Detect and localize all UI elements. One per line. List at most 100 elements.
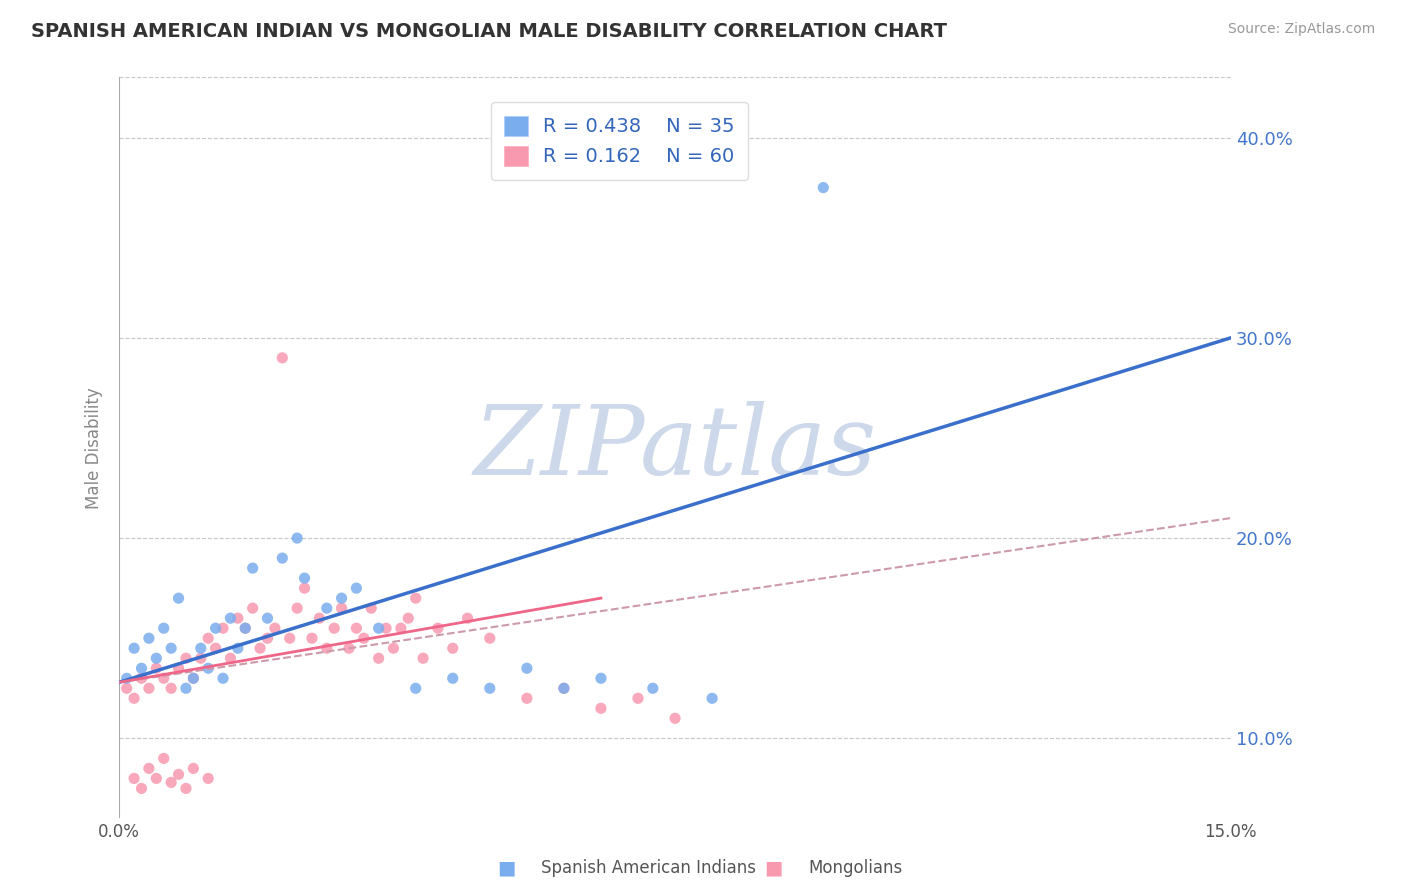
Point [183,761,205,775]
Point [131,781,153,796]
Point [589,671,612,685]
Point [285,601,308,615]
Point [152,751,174,765]
Point [152,621,174,635]
Point [122,691,145,706]
Text: ■: ■ [496,858,516,878]
Point [197,631,219,645]
Text: ■: ■ [763,858,783,878]
Point [664,711,686,725]
Point [278,631,301,645]
Point [627,691,650,706]
Point [367,621,389,635]
Point [115,671,138,685]
Text: Spanish American Indians: Spanish American Indians [541,859,756,877]
Point [405,591,427,606]
Point [516,661,538,675]
Point [212,671,235,685]
Point [145,661,167,675]
Point [426,621,449,635]
Point [138,681,160,696]
Point [160,775,183,789]
Point [152,671,174,685]
Point [353,631,375,645]
Point [219,651,242,665]
Point [271,351,294,365]
Point [516,691,538,706]
Point [294,571,316,585]
Point [226,611,249,625]
Point [337,641,360,656]
Point [226,641,249,656]
Point [160,641,183,656]
Point [249,641,271,656]
Text: Source: ZipAtlas.com: Source: ZipAtlas.com [1227,22,1375,37]
Point [167,767,190,781]
Point [233,621,256,635]
Point [145,651,167,665]
Point [405,681,427,696]
Point [131,661,153,675]
Text: Mongolians: Mongolians [808,859,903,877]
Point [204,621,226,635]
Point [174,651,197,665]
Y-axis label: Male Disability: Male Disability [86,387,103,508]
Point [301,631,323,645]
Point [396,611,419,625]
Point [122,641,145,656]
Point [145,772,167,786]
Point [478,631,501,645]
Point [167,591,190,606]
Point [553,681,575,696]
Point [138,761,160,775]
Point [219,611,242,625]
Point [294,581,316,595]
Point [367,651,389,665]
Point [271,551,294,566]
Point [264,621,287,635]
Point [122,772,145,786]
Point [190,651,212,665]
Point [375,621,398,635]
Point [412,651,434,665]
Point [441,671,464,685]
Point [183,671,205,685]
Point [256,611,278,625]
Point [167,661,190,675]
Point [174,681,197,696]
Point [212,621,235,635]
Legend: R = 0.438    N = 35, R = 0.162    N = 60: R = 0.438 N = 35, R = 0.162 N = 60 [491,102,748,180]
Text: ZIPatlas: ZIPatlas [474,401,876,495]
Point [457,611,479,625]
Point [389,621,412,635]
Point [553,681,575,696]
Point [330,591,353,606]
Point [308,611,330,625]
Point [315,641,337,656]
Point [344,581,367,595]
Point [344,621,367,635]
Point [160,681,183,696]
Point [323,621,346,635]
Point [330,601,353,615]
Point [197,661,219,675]
Point [478,681,501,696]
Point [315,601,337,615]
Point [242,561,264,575]
Point [285,531,308,545]
Point [360,601,382,615]
Point [183,671,205,685]
Point [197,772,219,786]
Point [190,641,212,656]
Point [700,691,723,706]
Point [115,681,138,696]
Point [813,180,835,194]
Text: SPANISH AMERICAN INDIAN VS MONGOLIAN MALE DISABILITY CORRELATION CHART: SPANISH AMERICAN INDIAN VS MONGOLIAN MAL… [31,22,946,41]
Point [204,641,226,656]
Point [382,641,405,656]
Point [242,601,264,615]
Point [138,631,160,645]
Point [256,631,278,645]
Point [589,701,612,715]
Point [174,781,197,796]
